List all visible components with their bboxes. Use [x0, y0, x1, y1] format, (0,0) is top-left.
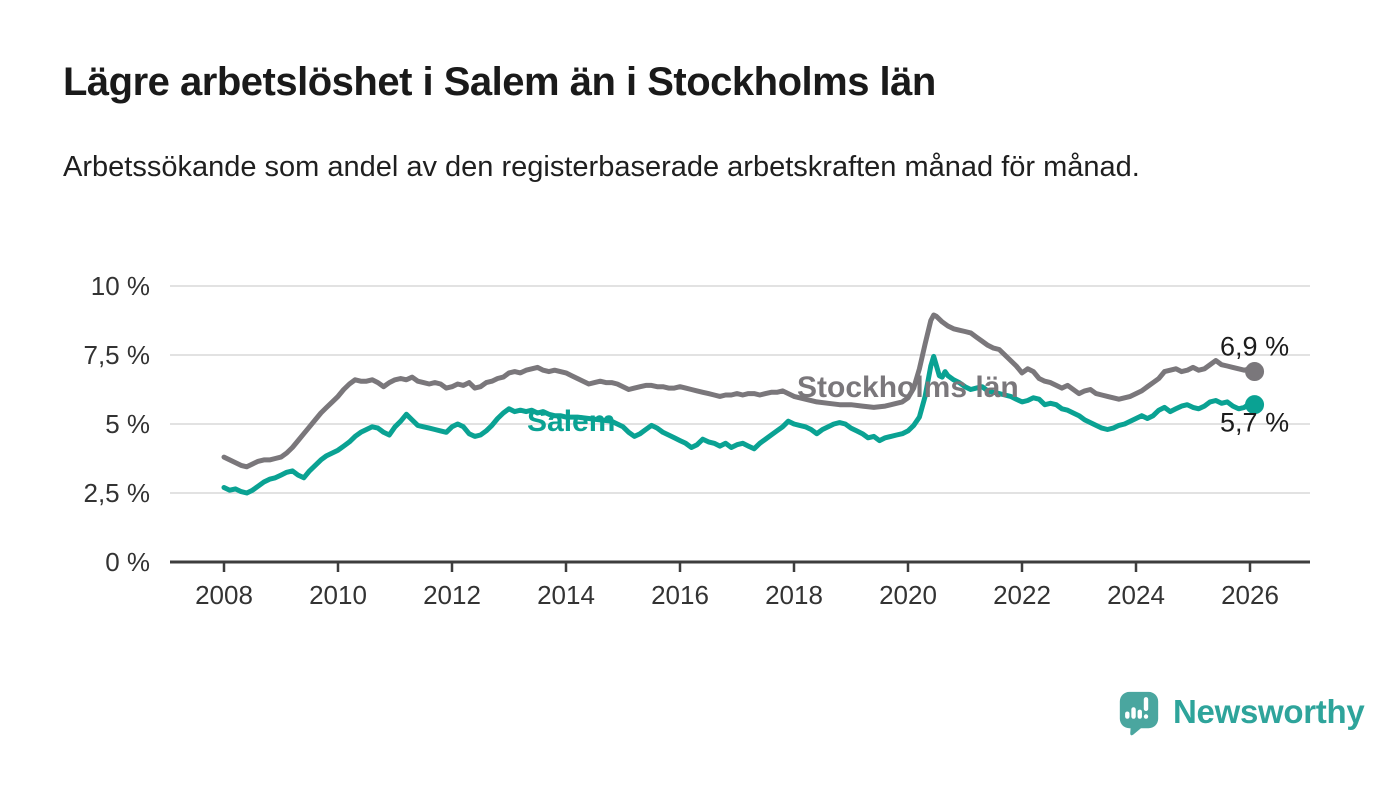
- chart-subtitle: Arbetssökande som andel av den registerb…: [63, 151, 1140, 183]
- x-tick-label: 2020: [879, 580, 937, 610]
- x-tick-label: 2014: [537, 580, 595, 610]
- x-tick-label: 2018: [765, 580, 823, 610]
- x-tick-label: 2024: [1107, 580, 1165, 610]
- newsworthy-speech-bubble-icon: [1119, 691, 1159, 736]
- y-tick-label: 5 %: [105, 409, 150, 439]
- x-tick-label: 2016: [651, 580, 709, 610]
- x-tick-label: 2012: [423, 580, 481, 610]
- chart-title: Lägre arbetslöshet i Salem än i Stockhol…: [63, 60, 936, 104]
- newsworthy-wordmark: Newsworthy: [1173, 693, 1365, 730]
- x-tick-label: 2022: [993, 580, 1051, 610]
- y-tick-label: 10 %: [91, 271, 150, 301]
- series-end-dot-salem: [1245, 395, 1265, 415]
- series-line-stockholms-l-n: [221, 312, 1258, 470]
- y-tick-label: 0 %: [105, 547, 150, 577]
- series-label-stockholms-l-n: Stockholms län: [797, 371, 1019, 404]
- x-tick-label: 2008: [195, 580, 253, 610]
- series-end-value-salem: 5,7 %: [1220, 408, 1289, 438]
- y-tick-label: 7,5 %: [84, 340, 151, 370]
- series-label-salem: Salem: [527, 405, 615, 438]
- x-tick-label: 2026: [1221, 580, 1279, 610]
- bar-chart-glyph: [1125, 697, 1149, 719]
- x-tick-label: 2010: [309, 580, 367, 610]
- series-end-dot-stockholms-l-n: [1245, 362, 1265, 382]
- series-line-salem: [221, 353, 1258, 496]
- newsworthy-logo: Newsworthy: [1116, 688, 1365, 736]
- series-end-value-stockholms-l-n: 6,9 %: [1220, 332, 1289, 362]
- y-tick-label: 2,5 %: [84, 478, 151, 508]
